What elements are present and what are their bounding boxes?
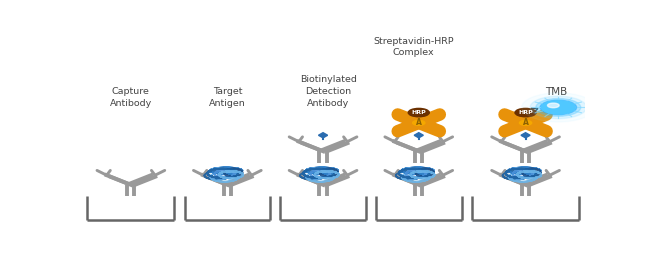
- Circle shape: [515, 108, 536, 117]
- Circle shape: [413, 120, 425, 125]
- Text: Capture
Antibody: Capture Antibody: [110, 87, 152, 108]
- Text: Target
Antigen: Target Antigen: [209, 87, 246, 108]
- Circle shape: [522, 93, 595, 122]
- Circle shape: [530, 96, 586, 119]
- Circle shape: [540, 100, 577, 115]
- Circle shape: [408, 108, 429, 117]
- Text: Streptavidin-HRP
Complex: Streptavidin-HRP Complex: [373, 37, 454, 57]
- Text: HRP: HRP: [518, 110, 533, 115]
- Text: A: A: [416, 118, 422, 127]
- Circle shape: [547, 103, 559, 108]
- Text: Biotinylated
Detection
Antibody: Biotinylated Detection Antibody: [300, 75, 356, 108]
- Polygon shape: [521, 133, 530, 138]
- Circle shape: [536, 99, 580, 116]
- Circle shape: [519, 120, 532, 125]
- Polygon shape: [318, 133, 328, 138]
- Text: TMB: TMB: [545, 87, 567, 97]
- Polygon shape: [414, 133, 423, 138]
- Text: A: A: [523, 118, 528, 127]
- Circle shape: [541, 101, 575, 114]
- Text: HRP: HRP: [411, 110, 426, 115]
